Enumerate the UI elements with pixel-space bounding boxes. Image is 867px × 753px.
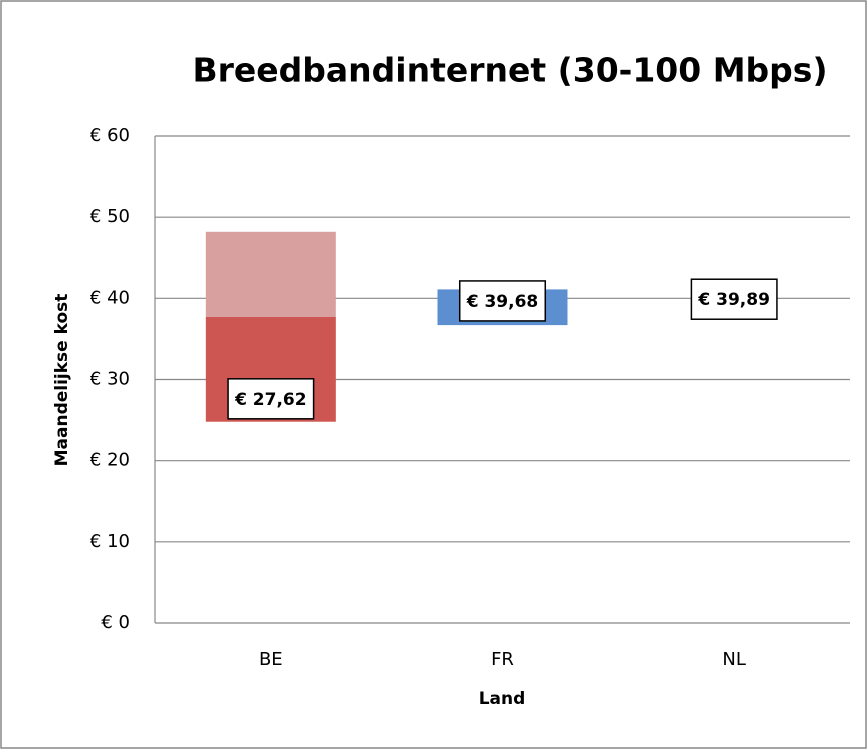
x-tick-label: FR xyxy=(491,649,514,670)
x-tick-label: BE xyxy=(259,649,283,670)
x-axis-label: Land xyxy=(479,689,526,709)
data-label-box xyxy=(458,280,547,322)
bar-segment xyxy=(206,422,336,623)
data-label: € 39,68 xyxy=(466,292,539,312)
y-tick-label: € 20 xyxy=(90,450,130,471)
data-label-box xyxy=(227,378,315,420)
y-tick-label: € 0 xyxy=(101,612,130,633)
y-tick-label: € 40 xyxy=(90,287,130,308)
y-tick-label: € 50 xyxy=(90,206,130,227)
x-tick-label: NL xyxy=(722,649,746,670)
data-label: € 39,89 xyxy=(697,290,770,310)
bar-segment xyxy=(205,231,336,318)
y-tick-label: € 60 xyxy=(90,125,130,146)
chart-title: Breedbandinternet (30-100 Mbps) xyxy=(192,51,827,90)
data-label: € 27,62 xyxy=(234,390,307,410)
y-tick-label: € 30 xyxy=(90,369,130,390)
bar-segment xyxy=(438,325,568,623)
y-tick-label: € 10 xyxy=(90,531,130,552)
data-label-box xyxy=(690,278,778,320)
y-axis-label: Maandelijkse kost xyxy=(52,294,72,467)
